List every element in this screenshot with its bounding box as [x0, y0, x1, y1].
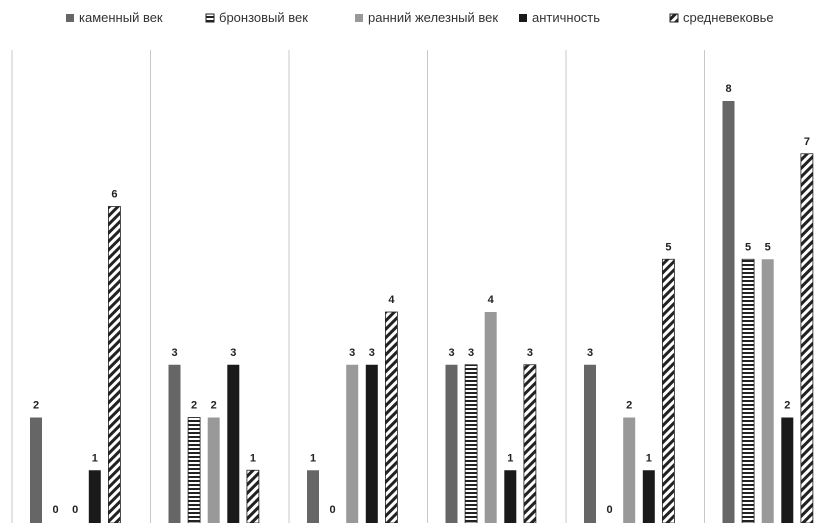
data-label: 4 [388, 294, 395, 306]
data-label: 5 [665, 241, 671, 253]
data-label: 1 [507, 452, 513, 464]
bar [781, 417, 794, 523]
bar [584, 364, 596, 523]
bar [523, 364, 537, 523]
data-label: 3 [230, 347, 236, 359]
bar [187, 417, 201, 523]
data-label: 2 [191, 400, 197, 412]
data-label: 3 [349, 347, 355, 359]
legend-label: каменный век [79, 10, 163, 25]
bar [227, 364, 240, 523]
data-label: 0 [53, 504, 59, 516]
bar [662, 258, 675, 523]
legend: каменный век бронзовый век ранний железный… [66, 10, 774, 25]
bar [722, 101, 735, 523]
bars [30, 101, 814, 523]
bar [307, 470, 319, 523]
data-labels: 2 0 0 1 6 3 2 2 3 1 1 0 3 3 4 3 3 4 1 3 3 0 2 1 5 8 5 5 2 7 [33, 83, 810, 516]
bar [464, 364, 478, 523]
data-label: 3 [527, 347, 533, 359]
bar [741, 258, 755, 523]
data-label: 7 [804, 136, 810, 148]
bar [346, 364, 359, 523]
data-label: 1 [310, 452, 316, 464]
bar [800, 153, 814, 523]
data-label: 1 [250, 452, 256, 464]
bar [504, 470, 517, 523]
bar [484, 312, 497, 523]
bar [642, 470, 655, 523]
data-label: 3 [171, 347, 177, 359]
data-label: 3 [587, 347, 593, 359]
legend-label: средневековье [683, 10, 774, 25]
data-label: 1 [92, 452, 98, 464]
legend-swatch [355, 14, 363, 22]
bar [108, 206, 121, 523]
bar [207, 417, 220, 523]
data-label: 5 [765, 241, 771, 253]
bar [30, 417, 42, 523]
data-label: 3 [448, 347, 454, 359]
legend-swatch [205, 13, 215, 23]
data-label: 2 [211, 400, 217, 412]
data-label: 3 [468, 347, 474, 359]
bar [384, 311, 398, 523]
data-label: 3 [369, 347, 375, 359]
legend-swatch [669, 13, 679, 23]
data-label: 2 [784, 400, 790, 412]
data-label: 0 [607, 504, 613, 516]
legend-label: ранний железный век [368, 10, 498, 25]
legend-label: бронзовый век [219, 10, 308, 25]
data-label: 6 [111, 189, 117, 201]
legend-label: античность [532, 10, 600, 25]
data-label: 1 [646, 452, 652, 464]
data-label: 2 [626, 400, 632, 412]
bar [623, 417, 636, 523]
bar [246, 469, 260, 523]
bar [88, 470, 101, 523]
bar [445, 364, 458, 523]
data-label: 2 [33, 400, 39, 412]
legend-swatch [66, 14, 74, 22]
bar [365, 364, 378, 523]
data-label: 5 [745, 241, 751, 253]
data-label: 4 [488, 294, 495, 306]
data-label: 8 [725, 83, 731, 95]
data-label: 0 [330, 504, 336, 516]
data-label: 0 [72, 504, 78, 516]
bar [761, 259, 774, 523]
legend-swatch [519, 14, 527, 22]
bar [168, 364, 181, 523]
group-separators [11, 50, 705, 523]
